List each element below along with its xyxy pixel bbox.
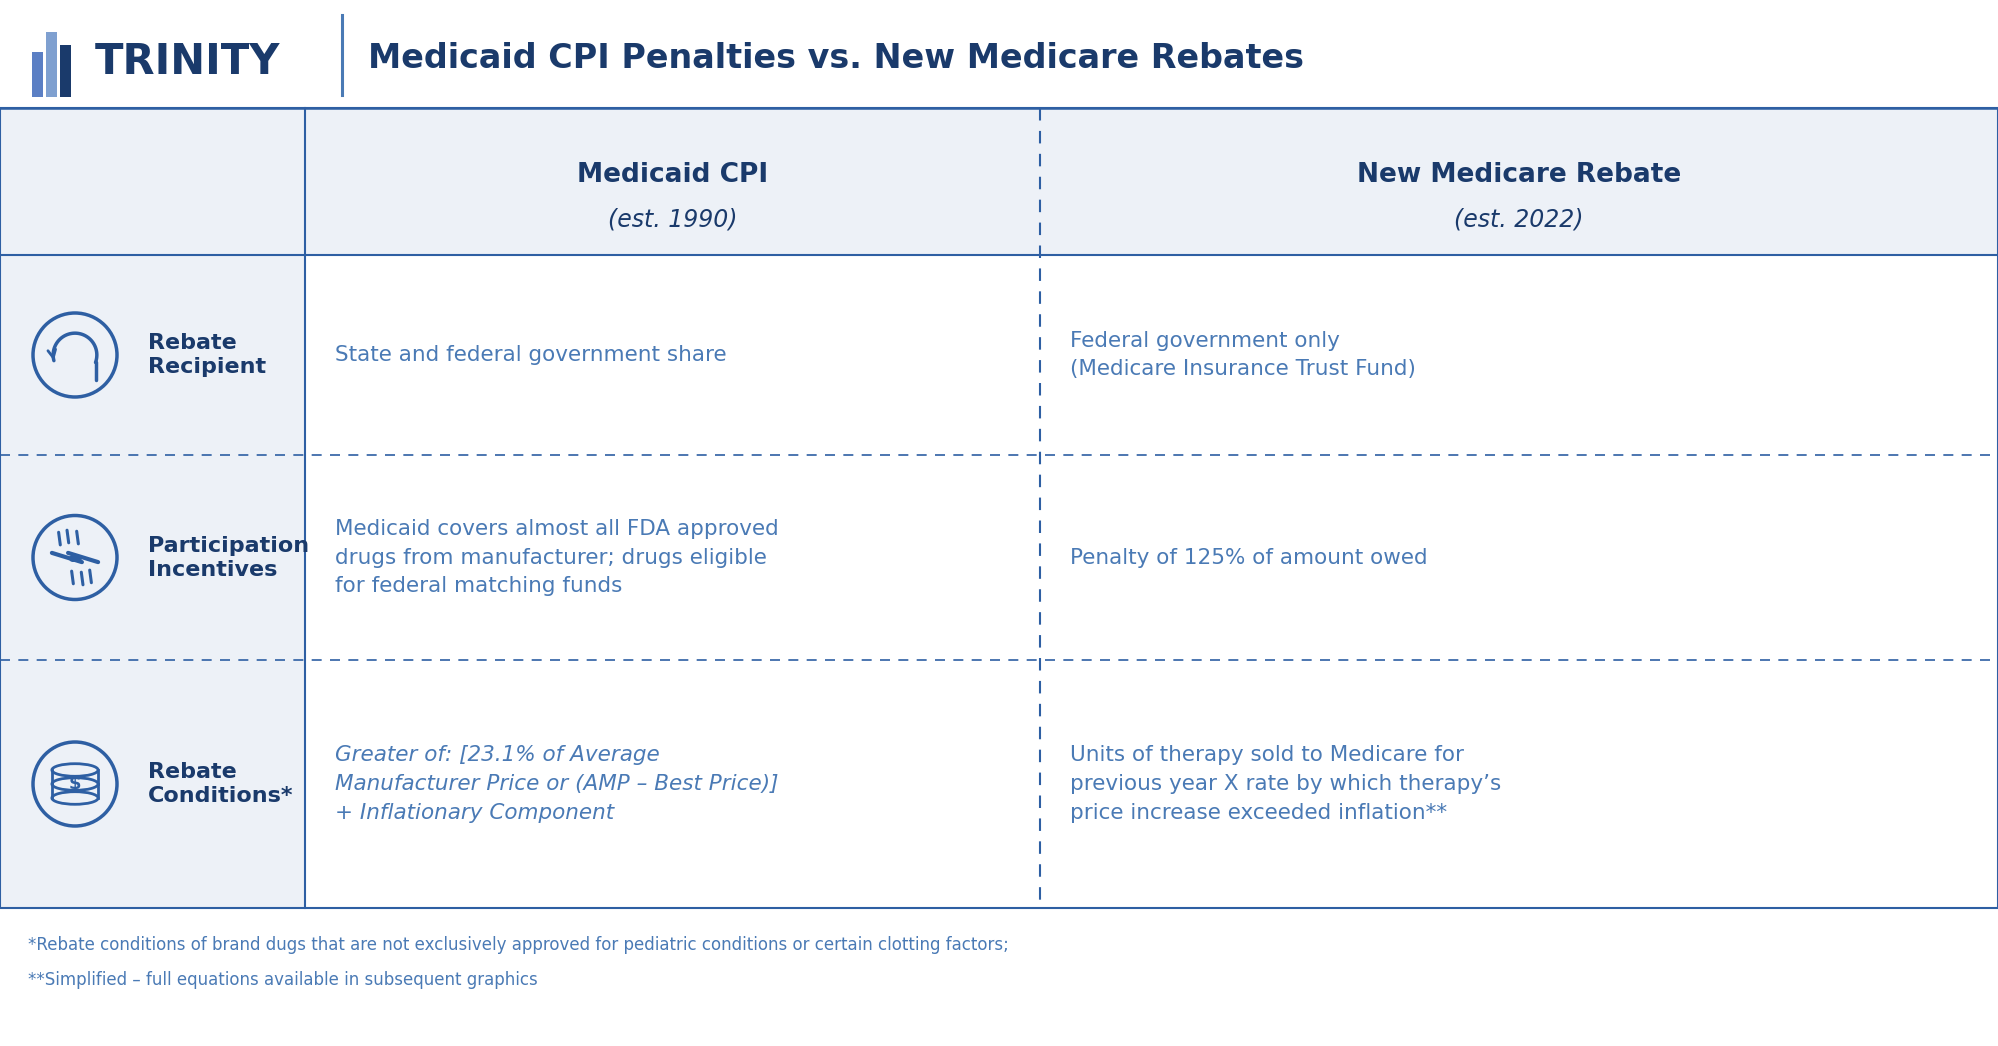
Text: $: $ (68, 775, 82, 793)
Bar (0, 108, 1998, 255)
Text: Conditions*: Conditions* (148, 786, 294, 806)
Text: Rebate: Rebate (148, 333, 236, 353)
Bar (46, 32, 58, 97)
Text: TRINITY: TRINITY (96, 41, 280, 83)
Bar (0, 108, 1998, 908)
Text: State and federal government share: State and federal government share (336, 345, 727, 365)
Text: (est. 1990): (est. 1990) (607, 208, 737, 232)
Bar (32, 52, 44, 97)
Bar (0, 255, 306, 908)
Text: Medicaid covers almost all FDA approved
drugs from manufacturer; drugs eligible
: Medicaid covers almost all FDA approved … (336, 519, 779, 596)
Text: Incentives: Incentives (148, 560, 278, 579)
Text: Recipient: Recipient (148, 357, 266, 377)
Text: Rebate: Rebate (148, 761, 236, 782)
Text: Participation: Participation (148, 536, 310, 555)
Text: (est. 2022): (est. 2022) (1455, 208, 1584, 232)
Text: *Rebate conditions of brand dugs that are not exclusively approved for pediatric: *Rebate conditions of brand dugs that ar… (28, 936, 1009, 954)
Text: Greater of: [23.1% of Average
Manufacturer Price or (AMP – Best Price)]
+ Inflat: Greater of: [23.1% of Average Manufactur… (336, 745, 779, 823)
Bar (60, 45, 72, 97)
Text: Medicaid CPI Penalties vs. New Medicare Rebates: Medicaid CPI Penalties vs. New Medicare … (368, 42, 1305, 74)
Text: Federal government only
(Medicare Insurance Trust Fund): Federal government only (Medicare Insura… (1071, 331, 1417, 380)
Text: New Medicare Rebate: New Medicare Rebate (1357, 162, 1680, 188)
Text: Penalty of 125% of amount owed: Penalty of 125% of amount owed (1071, 547, 1429, 568)
Text: Units of therapy sold to Medicare for
previous year X rate by which therapy’s
pr: Units of therapy sold to Medicare for pr… (1071, 745, 1500, 823)
Text: Medicaid CPI: Medicaid CPI (577, 162, 767, 188)
Text: **Simplified – full equations available in subsequent graphics: **Simplified – full equations available … (28, 971, 537, 990)
